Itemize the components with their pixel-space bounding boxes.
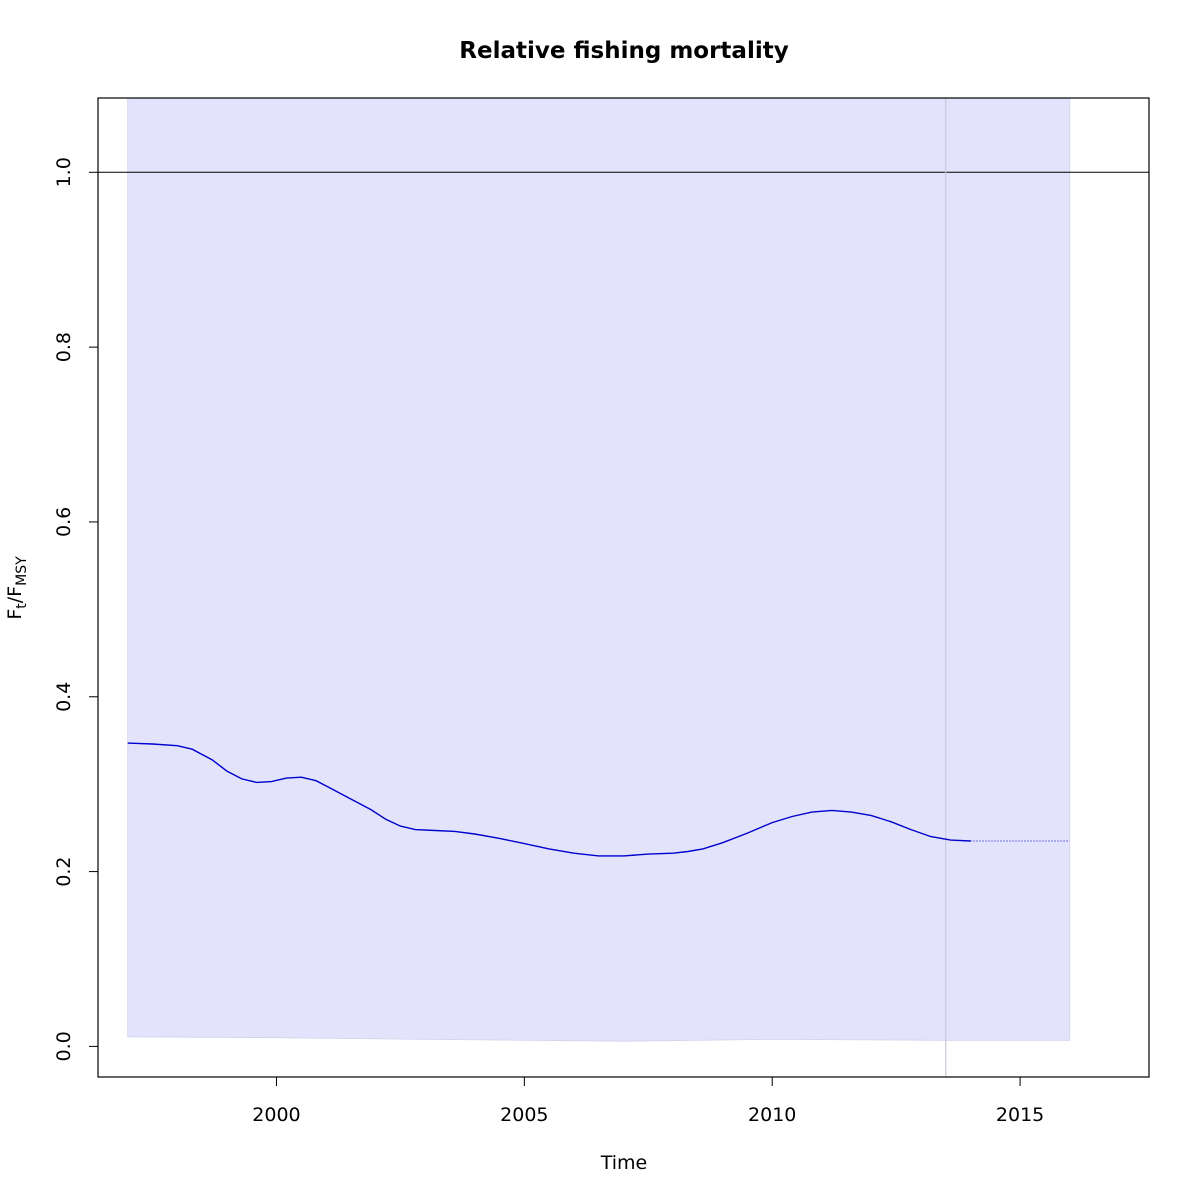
y-axis-title-slash: / xyxy=(4,596,26,603)
series-layer xyxy=(127,742,1070,857)
confidence-band-layer xyxy=(127,97,1071,1042)
x-tick-label: 2005 xyxy=(500,1104,548,1126)
chart-title: Relative fishing mortality xyxy=(459,38,788,64)
y-tick-label: 0.8 xyxy=(53,332,75,362)
y-axis: 0.0 0.2 0.4 0.6 0.8 1.0 xyxy=(53,157,99,1062)
y-axis-title-sub-1: t xyxy=(14,603,30,609)
estimate-line xyxy=(127,742,971,857)
y-axis-title-main-1: F xyxy=(4,609,26,620)
y-tick-label: 0.4 xyxy=(53,682,75,712)
x-tick-label: 2000 xyxy=(252,1104,300,1126)
y-axis-title-sub-2: MSY xyxy=(14,556,30,586)
x-tick-label: 2015 xyxy=(996,1104,1044,1126)
x-axis: 2000 2005 2010 2015 xyxy=(252,1076,1044,1126)
y-tick-label: 1.0 xyxy=(53,157,75,187)
x-axis-title: Time xyxy=(600,1152,648,1174)
y-tick-label: 0.2 xyxy=(53,856,75,886)
y-tick-label: 0.0 xyxy=(53,1031,75,1061)
y-axis-title-main-2: F xyxy=(4,586,26,597)
reference-layer xyxy=(98,98,1149,1077)
x-tick-label: 2010 xyxy=(748,1104,796,1126)
y-axis-title: Ft/FMSY xyxy=(4,556,30,620)
confidence-band xyxy=(127,97,1071,1042)
y-tick-label: 0.6 xyxy=(53,507,75,537)
